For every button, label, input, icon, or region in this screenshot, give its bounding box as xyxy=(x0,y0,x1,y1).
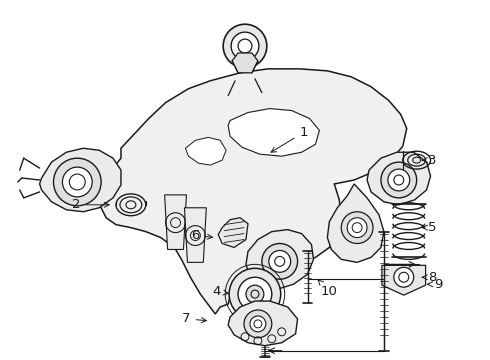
Polygon shape xyxy=(101,69,407,314)
Circle shape xyxy=(250,316,266,332)
Circle shape xyxy=(347,218,367,238)
Text: 1: 1 xyxy=(271,126,308,152)
Text: 5: 5 xyxy=(422,221,437,234)
Polygon shape xyxy=(184,208,206,262)
Circle shape xyxy=(381,162,416,198)
Circle shape xyxy=(394,267,414,287)
Circle shape xyxy=(244,310,272,338)
Text: 4: 4 xyxy=(212,285,228,298)
Polygon shape xyxy=(218,218,248,247)
Circle shape xyxy=(262,243,297,279)
Circle shape xyxy=(62,167,92,197)
Polygon shape xyxy=(228,109,319,156)
Text: 10: 10 xyxy=(318,280,338,298)
Text: 9: 9 xyxy=(428,278,442,291)
Circle shape xyxy=(231,32,259,60)
Text: 2: 2 xyxy=(72,198,109,211)
Circle shape xyxy=(229,268,281,320)
Text: 7: 7 xyxy=(182,312,206,325)
Circle shape xyxy=(246,285,264,303)
Polygon shape xyxy=(382,265,426,295)
Polygon shape xyxy=(228,301,297,346)
Circle shape xyxy=(223,24,267,68)
Circle shape xyxy=(341,212,373,243)
Text: 3: 3 xyxy=(422,154,437,167)
Polygon shape xyxy=(232,53,258,73)
Circle shape xyxy=(53,158,101,206)
Polygon shape xyxy=(40,148,121,212)
Polygon shape xyxy=(327,184,384,262)
Text: 6: 6 xyxy=(191,229,212,242)
Polygon shape xyxy=(367,152,431,205)
Text: 8: 8 xyxy=(422,271,437,284)
Polygon shape xyxy=(165,195,187,249)
Circle shape xyxy=(238,277,272,311)
Circle shape xyxy=(388,169,410,191)
Circle shape xyxy=(269,251,291,272)
Polygon shape xyxy=(246,230,314,289)
Polygon shape xyxy=(185,137,226,165)
